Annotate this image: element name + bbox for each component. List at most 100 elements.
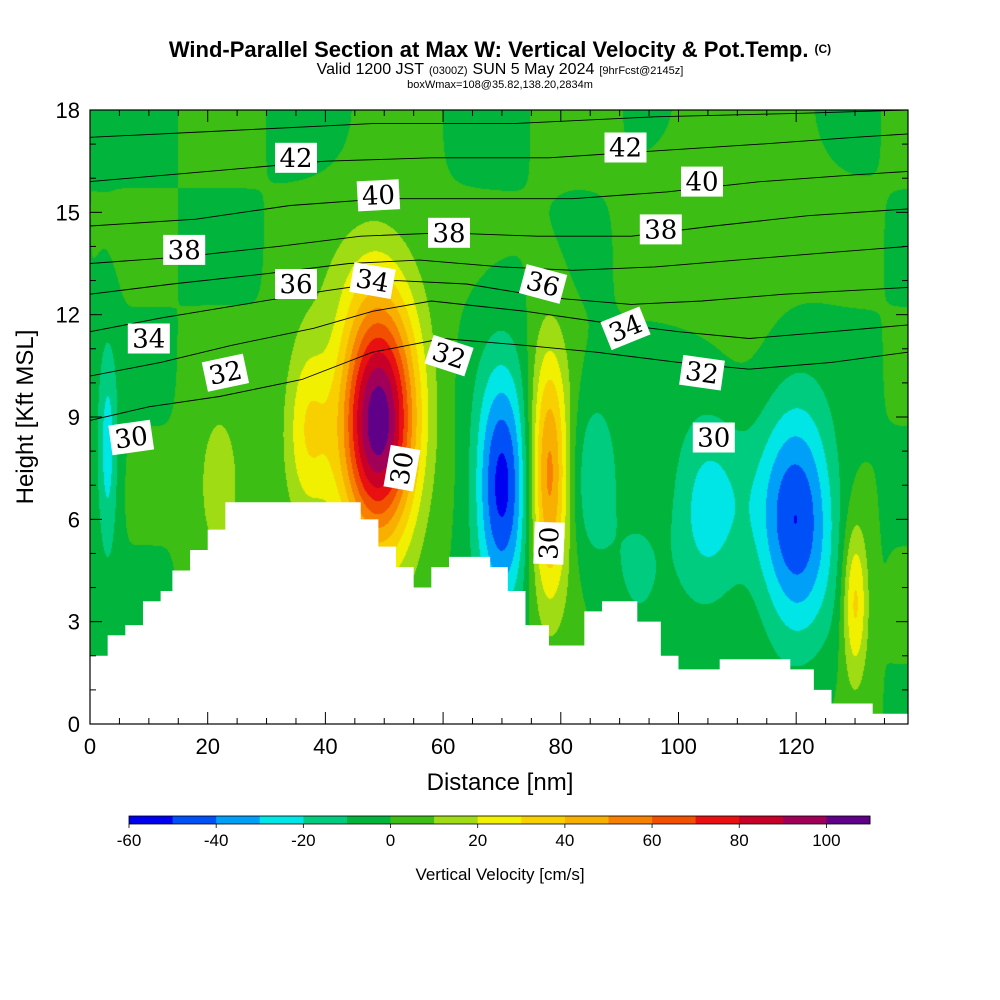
colorbar-swatch [434,816,479,824]
contour-label-text: 38 [432,219,465,249]
contour-label-32: 32 [679,354,725,391]
contour-label-box [356,179,401,212]
colorbar-tick-label: 80 [730,831,749,850]
theta-contour-36 [90,245,908,295]
contour-label-box [349,262,396,300]
colorbar-tick-label: 0 [386,831,395,850]
contour-label-34: 34 [349,262,396,300]
theta-contour-30 [90,338,908,421]
contour-label-box [127,323,170,354]
chart-header: Wind-Parallel Section at Max W: Vertical… [169,37,831,91]
colorbar-tick-label: -20 [291,831,316,850]
colorbar-frame [128,815,871,825]
x-tick-label: 100 [660,734,697,759]
contour-label-box [201,353,250,392]
colorbar-tick-label: -60 [117,831,142,850]
contour-label-36: 36 [275,269,317,300]
y-tick-label: 6 [68,507,80,532]
contour-label-box [424,334,474,377]
valid-zulu: (0300Z) [429,65,468,77]
contour-label-38: 38 [639,214,682,245]
terrain-profile [90,502,908,724]
colorbar-swatch [695,816,740,824]
contour-label-30: 30 [108,419,155,456]
contour-label-box [275,142,317,173]
colorbar-tick-label: 40 [555,831,574,850]
colorbar-swatch [216,816,261,824]
colorbar-swatch [259,816,304,824]
colorbar-swatch [826,816,871,824]
theta-contour-42 [90,133,908,183]
contour-label-38: 38 [428,217,470,249]
contour-label-box [681,166,723,197]
contour-label-42: 42 [604,132,647,164]
y-tick-label: 3 [68,610,80,635]
colorbar-tick-label: 100 [812,831,840,850]
colorbar-swatch [172,816,217,824]
y-tick-label: 15 [56,200,80,225]
y-tick-label: 12 [56,303,80,328]
contour-label-40: 40 [356,179,401,212]
theta-contour-32 [90,300,908,377]
terrain-mask [90,502,908,724]
colorbar-swatch [346,816,391,824]
contour-label-30: 30 [383,444,421,492]
theta-contour-38 [90,208,908,264]
copyright-mark: (C) [814,42,831,56]
contour-label-40: 40 [681,166,723,198]
forecast-info: [9hrFcst@2145z] [599,65,683,77]
theta-contour-34 [90,280,908,333]
contour-label-box [600,306,651,351]
contour-label-text: 30 [697,424,730,454]
colorbar-swatch [390,816,435,824]
contour-label-text: 40 [685,168,718,198]
colorbar-swatch [782,816,827,824]
contour-label-box [108,419,155,456]
theta-contour-40 [90,170,908,227]
contour-label-text: 42 [279,144,312,174]
contour-label-text: 38 [644,215,677,245]
contour-label-30: 30 [692,422,735,454]
colorbar-swatch [477,816,522,824]
contour-label-text: 36 [279,270,312,300]
contour-label-42: 42 [275,142,317,174]
y-axis-title: Height [Kft MSL] [12,330,39,505]
colorbar-swatch [739,816,784,824]
colorbar-swatch [521,816,566,824]
colorbar-swatch [608,816,653,824]
x-tick-label: 120 [778,734,815,759]
contour-label-box [533,521,565,565]
contour-label-box [518,264,568,304]
colorbar-swatch [303,816,348,824]
x-tick-label: 40 [313,734,337,759]
contour-label-box [604,132,647,163]
contour-label-text: 40 [361,180,396,212]
colorbar-tick-label: 60 [643,831,662,850]
contour-label-32: 32 [201,353,250,392]
contour-label-text: 34 [132,325,165,355]
x-axis-title: Distance [nm] [427,769,574,796]
contour-label-38: 38 [163,234,206,266]
contour-label-text: 32 [683,357,720,391]
valid-time-line: Valid 1200 JST (0300Z) SUN 5 May 2024 [9hrF… [317,61,684,78]
valid-date: SUN 5 May 2024 [473,61,595,78]
colorbar-tick-label: -40 [204,831,229,850]
x-tick-label: 80 [549,734,573,759]
colorbar-tick-label: 20 [468,831,487,850]
contour-label-text: 30 [385,449,420,487]
x-tick-label: 0 [84,734,96,759]
contour-label-box [428,217,470,248]
contour-label-box [163,234,206,265]
valid-prefix: Valid 1200 JST [317,61,425,78]
colorbar-swatch [129,816,174,824]
contour-label-text: 42 [609,134,642,164]
x-tick-label: 60 [431,734,455,759]
colorbar-title: Vertical Velocity [cm/s] [415,865,584,884]
contour-label-box [383,444,421,492]
contour-label-text: 32 [206,356,245,392]
contour-label-text: 30 [534,526,565,560]
